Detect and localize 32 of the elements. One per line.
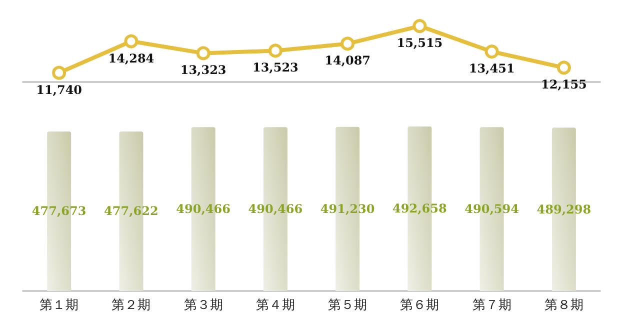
- x-tick-label: 第４期: [256, 298, 295, 313]
- x-tick-label: 第３期: [184, 298, 223, 313]
- point: [268, 44, 282, 58]
- data-label: 490,594: [464, 202, 519, 216]
- data-label: 13,323: [180, 63, 226, 78]
- data-label: 12,155: [540, 78, 587, 92]
- data-label: 14,284: [108, 51, 154, 66]
- data-label: 13,451: [468, 62, 515, 76]
- point: [52, 66, 66, 80]
- point: [196, 46, 210, 60]
- data-label: 490,466: [176, 202, 230, 216]
- x-tick-label: 第７期: [472, 298, 512, 313]
- x-tick-label: 第２期: [112, 298, 151, 313]
- point: [556, 60, 571, 75]
- x-tick-label: 第６期: [400, 298, 440, 313]
- data-label: 491,230: [320, 202, 375, 216]
- data-label: 11,740: [36, 82, 82, 97]
- data-label: 14,087: [324, 54, 371, 68]
- x-tick-label: 第１期: [40, 298, 79, 313]
- data-label: 489,298: [536, 202, 592, 216]
- point: [340, 36, 355, 51]
- data-label: 477,673: [32, 204, 86, 218]
- point: [124, 34, 138, 48]
- data-label: 492,658: [392, 202, 447, 216]
- point: [484, 44, 499, 59]
- data-label: 13,523: [252, 60, 298, 75]
- data-label: 477,622: [104, 204, 158, 218]
- x-tick-label: 第５期: [328, 298, 368, 313]
- point: [412, 19, 427, 34]
- x-tick-label: 第８期: [544, 298, 584, 313]
- data-label: 15,515: [396, 36, 443, 50]
- data-label: 490,466: [248, 202, 303, 216]
